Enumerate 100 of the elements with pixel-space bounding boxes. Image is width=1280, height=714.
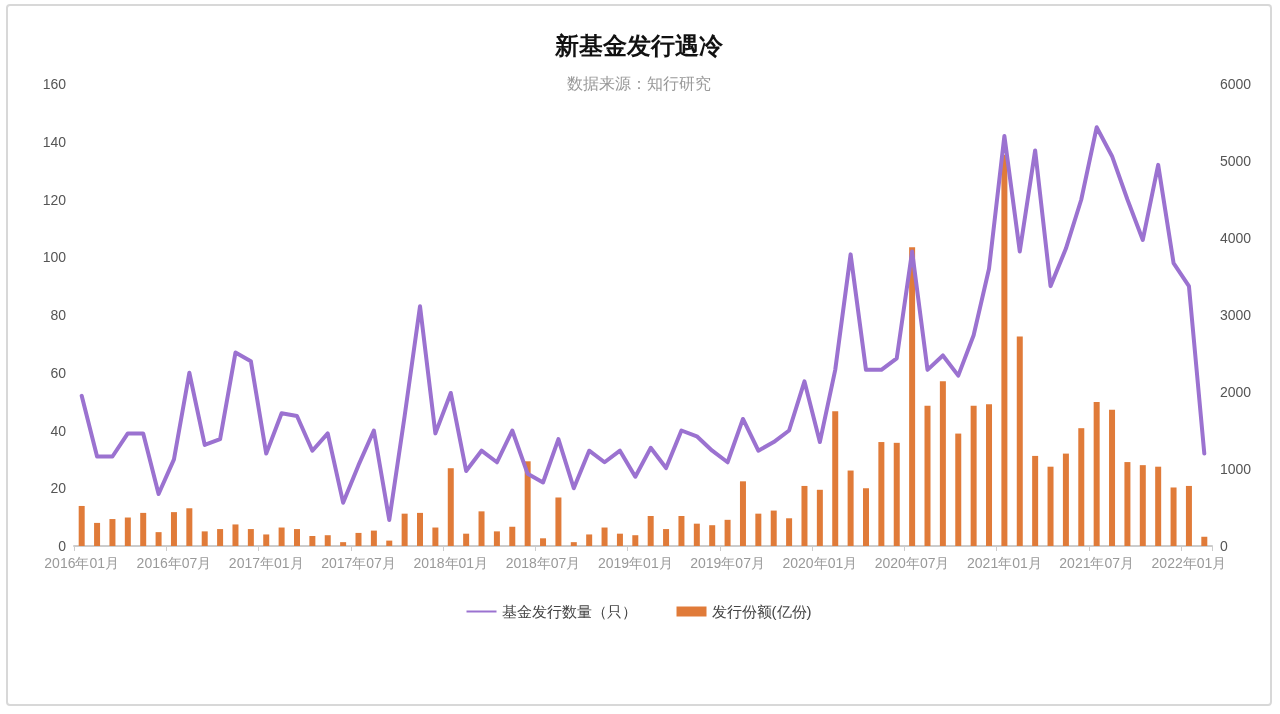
bar	[263, 534, 270, 546]
x-tick-label: 2017年07月	[321, 555, 396, 571]
bar	[278, 527, 285, 546]
y-tick-label: 160	[42, 76, 67, 92]
bar	[186, 508, 193, 546]
x-tick-label: 2017年01月	[228, 555, 304, 571]
y2-tick-label: 1000	[1220, 461, 1252, 477]
x-tick-label: 2016年07月	[136, 555, 212, 571]
bar	[309, 535, 316, 546]
y2-tick-label: 3000	[1220, 307, 1252, 323]
line-series	[79, 125, 1207, 523]
y-tick-label: 40	[50, 422, 67, 439]
bar	[217, 529, 224, 546]
bar	[770, 510, 777, 546]
bar	[201, 531, 208, 546]
bar	[1001, 154, 1008, 546]
bar	[1170, 487, 1177, 546]
bar	[386, 540, 393, 546]
bar	[632, 535, 639, 546]
bar	[739, 481, 746, 546]
bar	[955, 433, 962, 546]
bar	[524, 461, 531, 546]
y2-tick-label: 0	[1220, 538, 1228, 554]
bar	[1155, 466, 1162, 546]
legend-label: 发行份额(亿份)	[711, 603, 812, 620]
bar	[540, 538, 547, 546]
bar	[586, 534, 593, 546]
bar	[447, 468, 454, 546]
bar	[1124, 462, 1131, 546]
y-tick-label: 120	[42, 191, 67, 208]
bar	[94, 522, 101, 546]
bar	[570, 542, 577, 546]
bar	[109, 519, 116, 546]
bar	[417, 512, 424, 546]
bar	[1078, 428, 1085, 546]
bar	[709, 525, 716, 546]
bar	[724, 519, 731, 546]
bar	[370, 530, 377, 546]
bar	[663, 529, 670, 546]
bar	[1093, 402, 1100, 546]
bar	[509, 526, 516, 546]
bar	[801, 485, 808, 546]
bar	[324, 535, 331, 546]
bar	[647, 515, 654, 546]
bar	[1109, 409, 1116, 546]
bar	[601, 527, 608, 546]
x-tick-label: 2020年01月	[782, 555, 858, 571]
bar	[847, 470, 854, 546]
bar	[616, 533, 623, 546]
bar	[693, 523, 700, 546]
bar	[1016, 336, 1023, 546]
bar	[678, 515, 685, 546]
bar	[1032, 455, 1039, 546]
y2-tick-label: 5000	[1220, 153, 1252, 169]
bar	[155, 532, 162, 546]
chart-subtitle: 数据来源：知行研究	[567, 74, 711, 92]
bar	[786, 518, 793, 546]
bar	[78, 505, 85, 546]
y-tick-label: 140	[42, 133, 67, 150]
x-tick-label: 2021年07月	[1059, 555, 1135, 571]
bar	[355, 532, 362, 546]
y2-tick-label: 4000	[1220, 230, 1252, 246]
x-tick-label: 2018年01月	[413, 555, 489, 571]
x-tick-label: 2022年01月	[1151, 555, 1227, 571]
bar	[432, 527, 439, 546]
bar	[124, 517, 131, 546]
y-tick-label: 100	[42, 249, 67, 266]
bar	[755, 513, 762, 546]
bar	[555, 497, 562, 546]
bar	[893, 442, 900, 546]
x-tick-label: 2016年01月	[44, 555, 120, 571]
bar	[463, 533, 470, 546]
bar	[816, 489, 823, 546]
legend-label: 基金发行数量（只）	[501, 603, 637, 620]
bar	[1047, 466, 1054, 546]
x-tick-label: 2019年01月	[597, 555, 673, 571]
y-tick-label: 20	[50, 480, 67, 497]
bar	[478, 511, 485, 546]
bar	[970, 405, 977, 546]
bar	[140, 512, 147, 546]
bar	[293, 529, 300, 546]
bar	[401, 513, 408, 546]
bar	[340, 542, 347, 546]
bar	[1185, 485, 1192, 546]
x-tick-label: 2021年01月	[967, 555, 1042, 571]
bar	[939, 381, 946, 546]
bar	[247, 529, 254, 546]
y2-tick-label: 6000	[1220, 76, 1252, 92]
x-tick-label: 2018年07月	[505, 555, 581, 571]
bar	[986, 404, 993, 546]
bar	[170, 512, 177, 546]
bar	[862, 488, 869, 546]
bar	[924, 405, 931, 546]
bar	[1201, 536, 1208, 546]
y-tick-label: 80	[50, 307, 67, 323]
bar	[1139, 465, 1146, 546]
bar	[909, 247, 916, 546]
y2-tick-label: 2000	[1220, 384, 1252, 400]
x-tick-label: 2020年07月	[874, 555, 950, 571]
x-tick-label: 2019年07月	[690, 555, 765, 571]
